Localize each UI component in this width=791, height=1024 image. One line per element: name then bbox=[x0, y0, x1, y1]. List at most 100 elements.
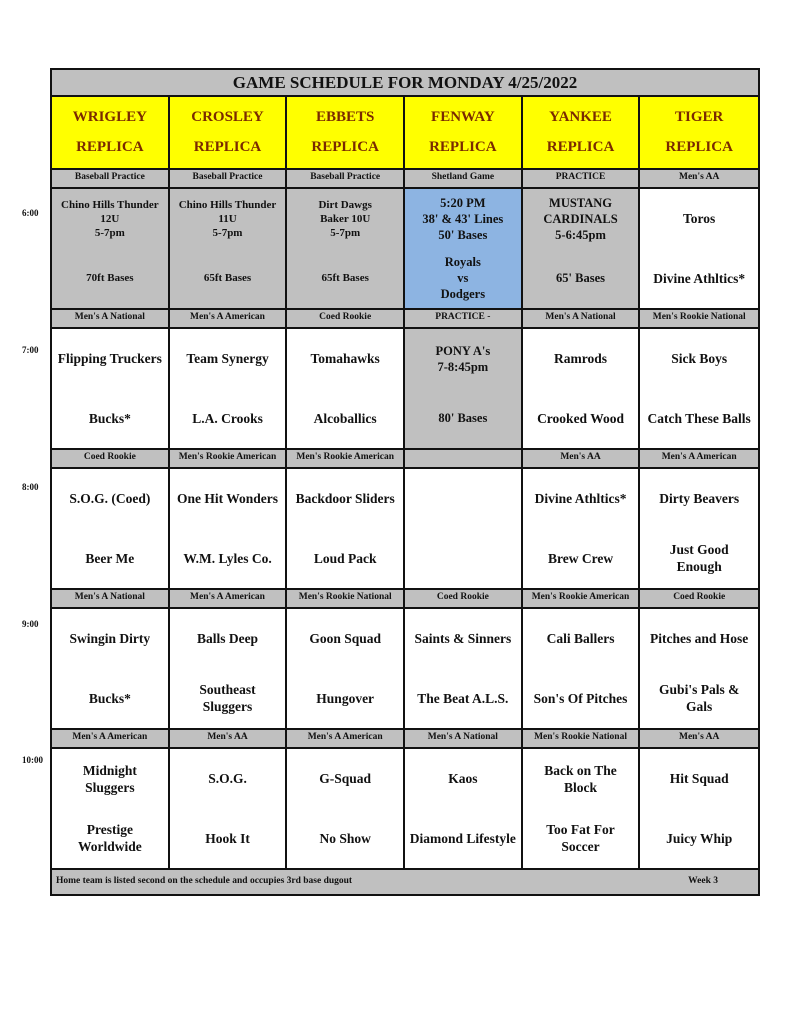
home-team: Divine Athltics* bbox=[640, 249, 758, 309]
cell-line: 65ft Bases bbox=[321, 272, 369, 285]
field-name: WRIGLEY bbox=[72, 109, 147, 126]
home-team: Bucks* bbox=[52, 389, 168, 449]
cell-line: Bucks* bbox=[88, 690, 131, 706]
game-cell: Saints & Sinners The Beat A.L.S. bbox=[405, 609, 523, 728]
division-label: PRACTICE - bbox=[405, 310, 523, 327]
game-cell: Midnight Sluggers Prestige Worldwide bbox=[52, 749, 170, 868]
division-label: Coed Rookie bbox=[405, 590, 523, 607]
division-label: Men's A National bbox=[52, 590, 170, 607]
field-header: CROSLEY REPLICA bbox=[169, 97, 288, 168]
cell-line: Too Fat For bbox=[546, 822, 615, 838]
home-team: The Beat A.L.S. bbox=[405, 669, 521, 729]
home-team: Catch These Balls bbox=[640, 389, 758, 449]
cell-line: Toros bbox=[683, 211, 716, 227]
cell-line: Ramrods bbox=[554, 351, 608, 367]
cell-line: Beer Me bbox=[85, 550, 135, 566]
cell-line: 5-7pm bbox=[212, 226, 243, 239]
division-label: PRACTICE bbox=[522, 170, 641, 187]
division-label: Men's Rookie American bbox=[287, 450, 406, 467]
cell-line: Block bbox=[564, 779, 598, 795]
field-name: FENWAY bbox=[431, 109, 495, 126]
cell-line: Tomahawks bbox=[310, 351, 380, 367]
division-label-row: Men's A National Men's A American Men's Ro… bbox=[52, 588, 759, 607]
game-cell: Dirty Beavers Just Good Enough bbox=[640, 469, 759, 589]
field-sub: REPLICA bbox=[76, 138, 144, 155]
cell-line: Cali Ballers bbox=[546, 631, 615, 647]
visitor-team: Goon Squad bbox=[287, 609, 403, 669]
cell-line: One Hit Wonders bbox=[177, 491, 279, 507]
field-header: TIGER REPLICA bbox=[640, 97, 759, 168]
field-sub: REPLICA bbox=[429, 138, 497, 155]
visitor-team: 5:20 PM 38' & 43' Lines 50' Bases bbox=[405, 189, 521, 249]
home-team: Gubi's Pals & Gals bbox=[640, 669, 758, 729]
cell-line: Sluggers bbox=[202, 699, 253, 715]
division-label: Coed Rookie bbox=[287, 310, 406, 327]
home-team: No Show bbox=[287, 809, 403, 869]
home-team: Hook It bbox=[170, 809, 286, 869]
game-cell: Chino Hills Thunder 11U 5-7pm 65ft Bases bbox=[169, 189, 288, 308]
division-label: Men's AA bbox=[522, 450, 641, 467]
division-label: Men's A National bbox=[52, 310, 170, 327]
game-cell: Swingin Dirty Bucks* bbox=[52, 609, 170, 728]
game-cell: Cali Ballers Son's Of Pitches bbox=[522, 609, 641, 728]
game-cell: S.O.G. (Coed) Beer Me bbox=[52, 469, 170, 588]
game-cell: Ramrods Crooked Wood bbox=[522, 329, 641, 448]
division-label: Men's A National bbox=[522, 310, 641, 327]
cell-line: Baker 10U bbox=[320, 212, 371, 225]
home-team: Loud Pack bbox=[287, 529, 403, 589]
game-cell: G-Squad No Show bbox=[287, 749, 406, 869]
cell-line: Enough bbox=[676, 559, 722, 575]
field-sub: REPLICA bbox=[193, 138, 262, 155]
visitor-team: Flipping Truckers bbox=[52, 329, 168, 389]
cell-line: Back on The bbox=[544, 762, 617, 778]
cell-line: Goon Squad bbox=[309, 631, 382, 647]
division-label-row: Men's A American Men's AA Men's A American… bbox=[52, 728, 759, 747]
home-team: 65' Bases bbox=[523, 249, 639, 309]
division-label: Men's A American bbox=[52, 730, 170, 747]
footer: Home team is listed second on the schedu… bbox=[52, 868, 758, 894]
week-label: Week 3 bbox=[688, 876, 718, 886]
cell-line: Gals bbox=[686, 699, 713, 715]
cell-line: Gubi's Pals & bbox=[659, 682, 740, 698]
game-cell: Flipping Truckers Bucks* bbox=[52, 329, 170, 448]
cell-line: Alcoballics bbox=[313, 410, 377, 426]
home-team: Prestige Worldwide bbox=[52, 809, 168, 869]
cell-line: Royals bbox=[444, 255, 481, 270]
cell-line: Divine Athltics* bbox=[653, 270, 746, 286]
cell-line: Pitches and Hose bbox=[650, 631, 749, 647]
division-label: Men's Rookie American bbox=[169, 450, 288, 467]
cell-line: 5-7pm bbox=[330, 226, 361, 239]
division-label: Men's Rookie National bbox=[522, 730, 641, 747]
division-label: Men's Rookie National bbox=[640, 310, 759, 327]
cell-line: G-Squad bbox=[319, 771, 372, 787]
visitor-team: Ramrods bbox=[523, 329, 639, 389]
game-cell: Sick Boys Catch These Balls bbox=[640, 329, 759, 449]
cell-line: Son's Of Pitches bbox=[533, 690, 628, 706]
cell-line: Juicy Whip bbox=[666, 830, 733, 846]
home-team: Diamond Lifestyle bbox=[405, 809, 521, 869]
visitor-team: Saints & Sinners bbox=[405, 609, 521, 669]
home-team: Hungover bbox=[287, 669, 403, 729]
cell-line: Dodgers bbox=[440, 287, 486, 302]
cell-line: The Beat A.L.S. bbox=[417, 690, 509, 706]
home-team: Juicy Whip bbox=[640, 809, 758, 869]
home-team: Just Good Enough bbox=[640, 529, 758, 589]
division-label-row: Baseball Practice Baseball Practice Baseba… bbox=[52, 168, 759, 187]
visitor-team: G-Squad bbox=[287, 749, 403, 809]
home-team: Bucks* bbox=[52, 669, 168, 729]
cell-line: 65ft Bases bbox=[203, 272, 252, 285]
visitor-team: Chino Hills Thunder 12U 5-7pm bbox=[52, 189, 168, 249]
cell-line: 80' Bases bbox=[438, 411, 488, 426]
cell-line: Sick Boys bbox=[671, 351, 728, 367]
game-cell bbox=[405, 469, 523, 588]
home-team: 65ft Bases bbox=[287, 249, 403, 309]
game-cell: Divine Athltics* Brew Crew bbox=[522, 469, 641, 588]
home-team: Too Fat For Soccer bbox=[523, 809, 639, 869]
home-team: 80' Bases bbox=[405, 389, 521, 449]
home-team: Beer Me bbox=[52, 529, 168, 589]
cell-line: No Show bbox=[319, 830, 371, 846]
cell-line: Team Synergy bbox=[186, 351, 269, 367]
visitor-team: Sick Boys bbox=[640, 329, 758, 389]
cell-line: 5:20 PM bbox=[440, 195, 486, 210]
cell-line: Crooked Wood bbox=[537, 410, 624, 426]
